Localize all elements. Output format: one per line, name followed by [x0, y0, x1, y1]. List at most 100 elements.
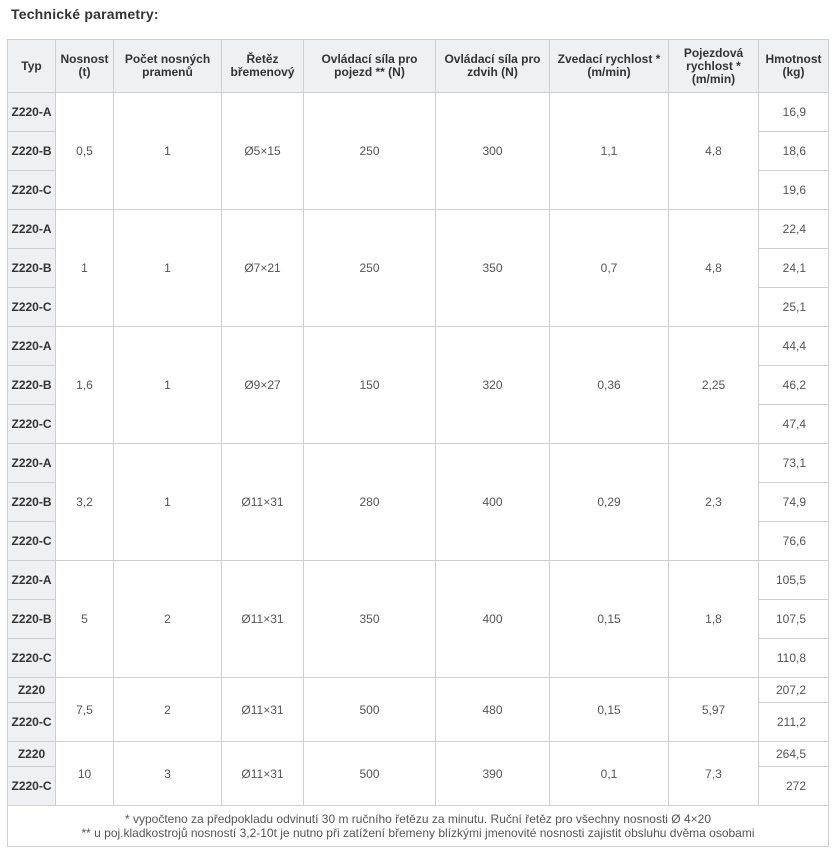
- table-row: Z220-A 1 1 Ø7×21 250 350 0,7 4,8 22,4: [7, 209, 829, 327]
- typ-cell: Z220-A: [7, 209, 56, 249]
- pojezdova-rychlost-cell: 4,8: [668, 92, 759, 210]
- table-row: Z220-A 0,5 1 Ø5×15 250 300 1,1 4,8 16,9: [7, 92, 829, 210]
- typ-cell: Z220-A: [7, 560, 56, 600]
- typ-cell: Z220-B: [7, 131, 56, 171]
- table-row: Z220-C 110,8: [7, 638, 829, 678]
- nosnost-cell: 0,5: [55, 92, 114, 210]
- retez-cell: Ø11×31: [221, 677, 304, 742]
- hmotnost-cell: 47,4: [758, 404, 829, 444]
- typ-cell: Z220-C: [7, 638, 56, 678]
- typ-cell: Z220-C: [7, 404, 56, 444]
- zvedaci-rychlost-cell: 0,7: [549, 209, 669, 327]
- table-row: Z220-A 1,6 1 Ø9×27 150 320 0,36 2,25 44,4: [7, 326, 829, 444]
- typ-cell: Z220-A: [7, 92, 56, 132]
- sila-zdvih-cell: 400: [435, 443, 550, 561]
- retez-cell: Ø11×31: [221, 560, 304, 678]
- nosnost-cell: 5: [55, 560, 114, 678]
- table-row: Z220-A 3,2 1 Ø11×31 280 400 0,29 2,3 73,1: [7, 443, 829, 561]
- header-pocet-pramenu: Počet nosných pramenů: [113, 39, 222, 93]
- header-sila-zdvih: Ovládací síla pro zdvih (N): [435, 39, 550, 93]
- header-retez: Řetěz břemenový: [221, 39, 304, 93]
- typ-cell: Z220-A: [7, 443, 56, 483]
- pocet-pramenu-cell: 1: [113, 209, 222, 327]
- pocet-pramenu-cell: 3: [113, 741, 222, 806]
- zvedaci-rychlost-cell: 1,1: [549, 92, 669, 210]
- sila-zdvih-cell: 480: [435, 677, 550, 742]
- footnote-row: * vypočteno za předpokladu odvinutí 30 m…: [7, 805, 829, 847]
- sila-zdvih-cell: 350: [435, 209, 550, 327]
- sila-pojezd-cell: 500: [303, 741, 436, 806]
- sila-zdvih-cell: 390: [435, 741, 550, 806]
- hmotnost-cell: 73,1: [758, 443, 829, 483]
- footnote-2: ** u poj.kladkostrojů nosností 3,2-10t j…: [81, 826, 755, 840]
- header-zvedaci-rychlost: Zvedací rychlost * (m/min): [549, 39, 669, 93]
- table-row: Z220-C 25,1: [7, 287, 829, 327]
- hmotnost-cell: 107,5: [758, 599, 829, 639]
- header-hmotnost: Hmotnost (kg): [758, 39, 829, 93]
- typ-cell: Z220-C: [7, 766, 56, 806]
- table-row: Z220-B 107,5: [7, 599, 829, 639]
- hmotnost-cell: 16,9: [758, 92, 829, 132]
- zvedaci-rychlost-cell: 0,36: [549, 326, 669, 444]
- typ-cell: Z220: [7, 741, 56, 767]
- table-row: Z220 7,5 2 Ø11×31 500 480 0,15 5,97 207,2: [7, 677, 829, 742]
- typ-cell: Z220-B: [7, 365, 56, 405]
- sila-pojezd-cell: 250: [303, 92, 436, 210]
- sila-zdvih-cell: 320: [435, 326, 550, 444]
- header-nosnost: Nosnost (t): [55, 39, 114, 93]
- pojezdova-rychlost-cell: 2,3: [668, 443, 759, 561]
- hmotnost-cell: 74,9: [758, 482, 829, 522]
- table-row: Z220-C 76,6: [7, 521, 829, 561]
- hmotnost-cell: 110,8: [758, 638, 829, 678]
- nosnost-cell: 10: [55, 741, 114, 806]
- pocet-pramenu-cell: 1: [113, 326, 222, 444]
- header-row: Typ Nosnost (t) Počet nosných pramenů Ře…: [7, 39, 829, 93]
- typ-cell: Z220-B: [7, 482, 56, 522]
- hmotnost-cell: 105,5: [758, 560, 829, 600]
- nosnost-cell: 7,5: [55, 677, 114, 742]
- retez-cell: Ø11×31: [221, 741, 304, 806]
- typ-cell: Z220-C: [7, 170, 56, 210]
- header-sila-pojezd: Ovládací síla pro pojezd ** (N): [303, 39, 436, 93]
- sila-pojezd-cell: 350: [303, 560, 436, 678]
- typ-cell: Z220-C: [7, 702, 56, 742]
- table-body: Z220-A 0,5 1 Ø5×15 250 300 1,1 4,8 16,9 Z220-B 18,…: [7, 92, 829, 806]
- footnotes: * vypočteno za předpokladu odvinutí 30 m…: [7, 805, 829, 847]
- sila-pojezd-cell: 250: [303, 209, 436, 327]
- table-row: Z220 10 3 Ø11×31 500 390 0,1 7,3 264,5: [7, 741, 829, 806]
- hmotnost-cell: 272: [758, 766, 829, 806]
- hmotnost-cell: 44,4: [758, 326, 829, 366]
- table-row: Z220-B 18,6: [7, 131, 829, 171]
- typ-cell: Z220-B: [7, 248, 56, 288]
- typ-cell: Z220-B: [7, 599, 56, 639]
- zvedaci-rychlost-cell: 0,1: [549, 741, 669, 806]
- pocet-pramenu-cell: 1: [113, 443, 222, 561]
- page-title: Technické parametry:: [11, 6, 159, 22]
- pocet-pramenu-cell: 2: [113, 677, 222, 742]
- typ-cell: Z220-A: [7, 326, 56, 366]
- hmotnost-cell: 207,2: [758, 677, 829, 703]
- typ-cell: Z220-C: [7, 521, 56, 561]
- zvedaci-rychlost-cell: 0,29: [549, 443, 669, 561]
- retez-cell: Ø11×31: [221, 443, 304, 561]
- table-row: Z220-C 19,6: [7, 170, 829, 210]
- table-row: Z220-A 5 2 Ø11×31 350 400 0,15 1,8 105,5: [7, 560, 829, 678]
- hmotnost-cell: 46,2: [758, 365, 829, 405]
- table-row: Z220-B 24,1: [7, 248, 829, 288]
- pojezdova-rychlost-cell: 4,8: [668, 209, 759, 327]
- nosnost-cell: 1,6: [55, 326, 114, 444]
- header-typ: Typ: [7, 39, 56, 93]
- sila-pojezd-cell: 280: [303, 443, 436, 561]
- hmotnost-cell: 19,6: [758, 170, 829, 210]
- sila-zdvih-cell: 400: [435, 560, 550, 678]
- hmotnost-cell: 211,2: [758, 702, 829, 742]
- typ-cell: Z220-C: [7, 287, 56, 327]
- table-row: Z220-C 272: [7, 766, 829, 806]
- pojezdova-rychlost-cell: 7,3: [668, 741, 759, 806]
- sila-zdvih-cell: 300: [435, 92, 550, 210]
- pojezdova-rychlost-cell: 1,8: [668, 560, 759, 678]
- nosnost-cell: 1: [55, 209, 114, 327]
- hmotnost-cell: 18,6: [758, 131, 829, 171]
- typ-cell: Z220: [7, 677, 56, 703]
- hmotnost-cell: 22,4: [758, 209, 829, 249]
